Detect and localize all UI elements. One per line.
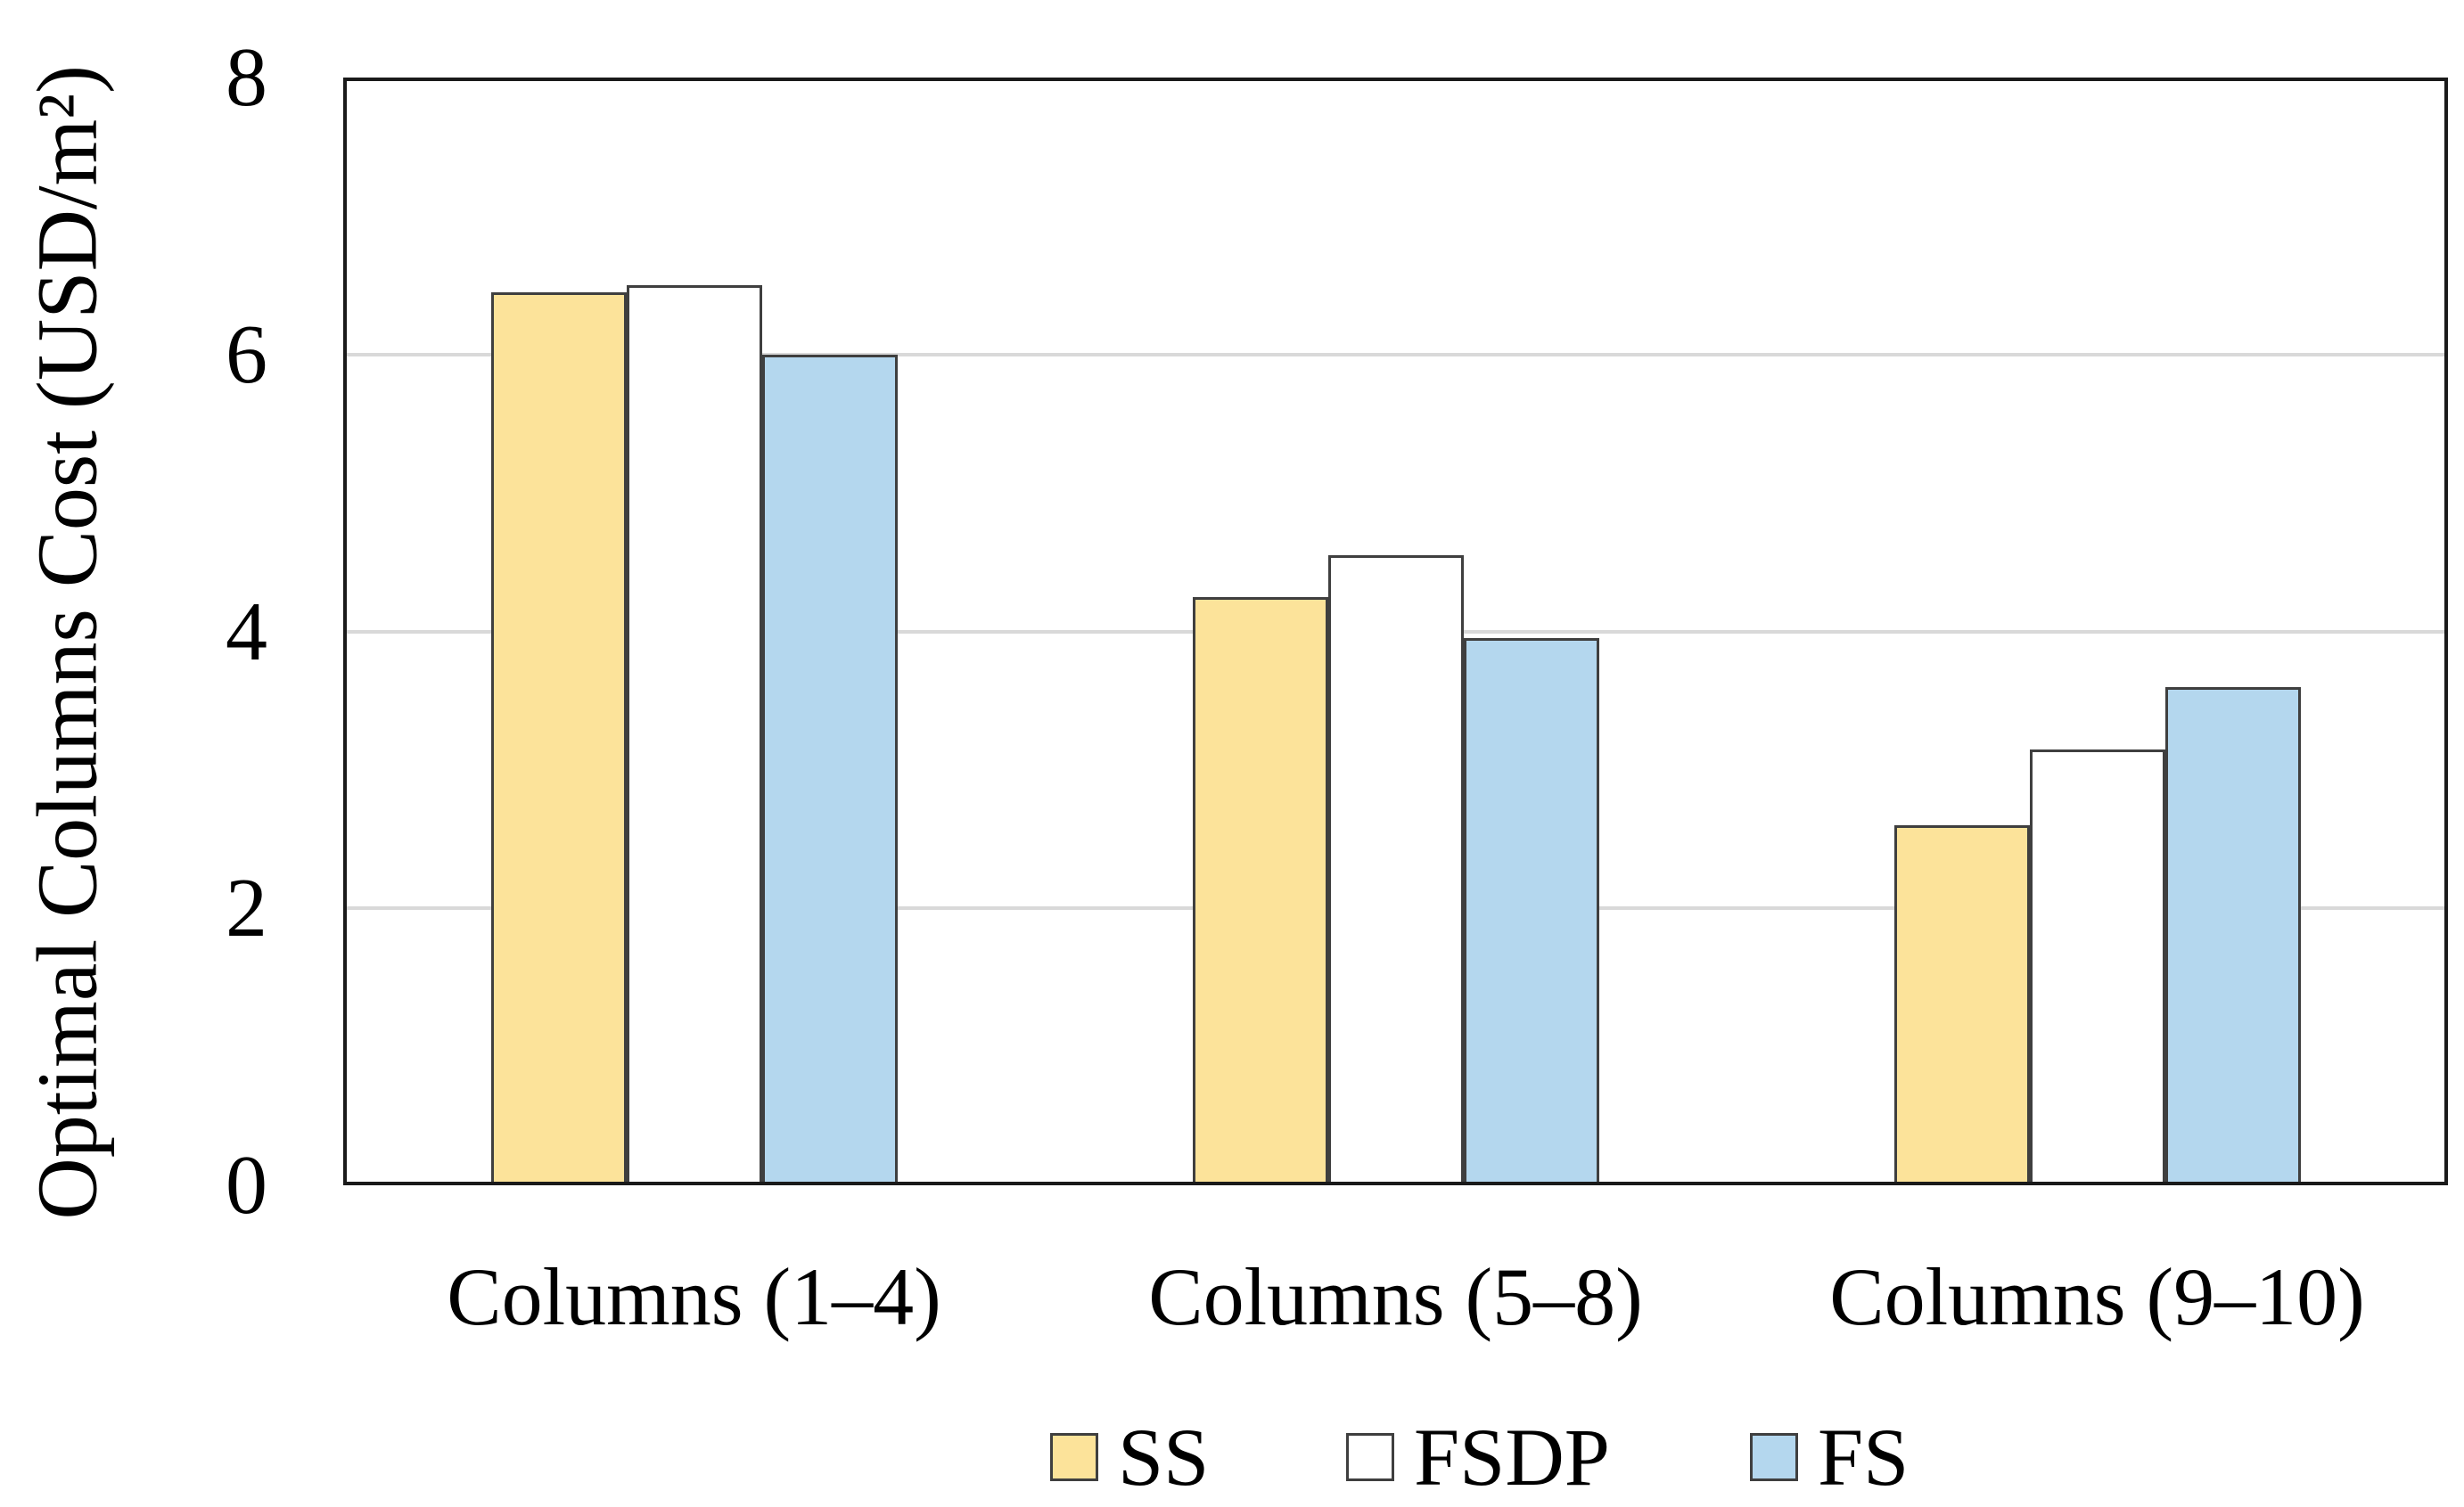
legend-label-ss: SS — [1118, 1412, 1210, 1503]
y-tick-label-8: 8 — [226, 31, 267, 124]
gridline-6 — [343, 352, 2448, 356]
bar-columns-1-4-ss — [490, 291, 627, 1185]
bar-columns-1-4-fsdp — [626, 285, 762, 1185]
legend-swatch-fs — [1750, 1433, 1798, 1481]
legend-label-fs: FS — [1818, 1412, 1910, 1503]
legend-swatch-ss — [1050, 1433, 1098, 1481]
bar-columns-1-4-fs — [761, 354, 898, 1185]
y-tick-label-4: 4 — [226, 585, 267, 678]
bar-columns-9-10-fs — [2164, 686, 2301, 1185]
x-axis-label-columns-5-8: Columns (5–8) — [1148, 1251, 1643, 1342]
bar-columns-5-8-fsdp — [1327, 555, 1464, 1185]
y-tick-label-6: 6 — [226, 307, 267, 401]
bar-columns-5-8-ss — [1192, 596, 1328, 1185]
legend-entry-fsdp: FSDP — [1346, 1408, 1610, 1506]
y-tick-label-2: 2 — [226, 862, 267, 955]
bar-columns-5-8-fs — [1463, 638, 1599, 1185]
legend-entry-ss: SS — [1050, 1408, 1209, 1506]
x-axis-label-columns-9-10: Columns (9–10) — [1829, 1251, 2365, 1342]
plot-area — [343, 78, 2448, 1185]
y-tick-label-0: 0 — [226, 1139, 267, 1232]
bar-columns-9-10-fsdp — [2029, 749, 2165, 1185]
legend-swatch-fsdp — [1346, 1433, 1394, 1481]
bar-columns-9-10-ss — [1893, 825, 2030, 1185]
legend-label-fsdp: FSDP — [1414, 1412, 1610, 1503]
x-axis-label-columns-1-4: Columns (1–4) — [447, 1251, 941, 1342]
legend-entry-fs: FS — [1750, 1408, 1909, 1506]
